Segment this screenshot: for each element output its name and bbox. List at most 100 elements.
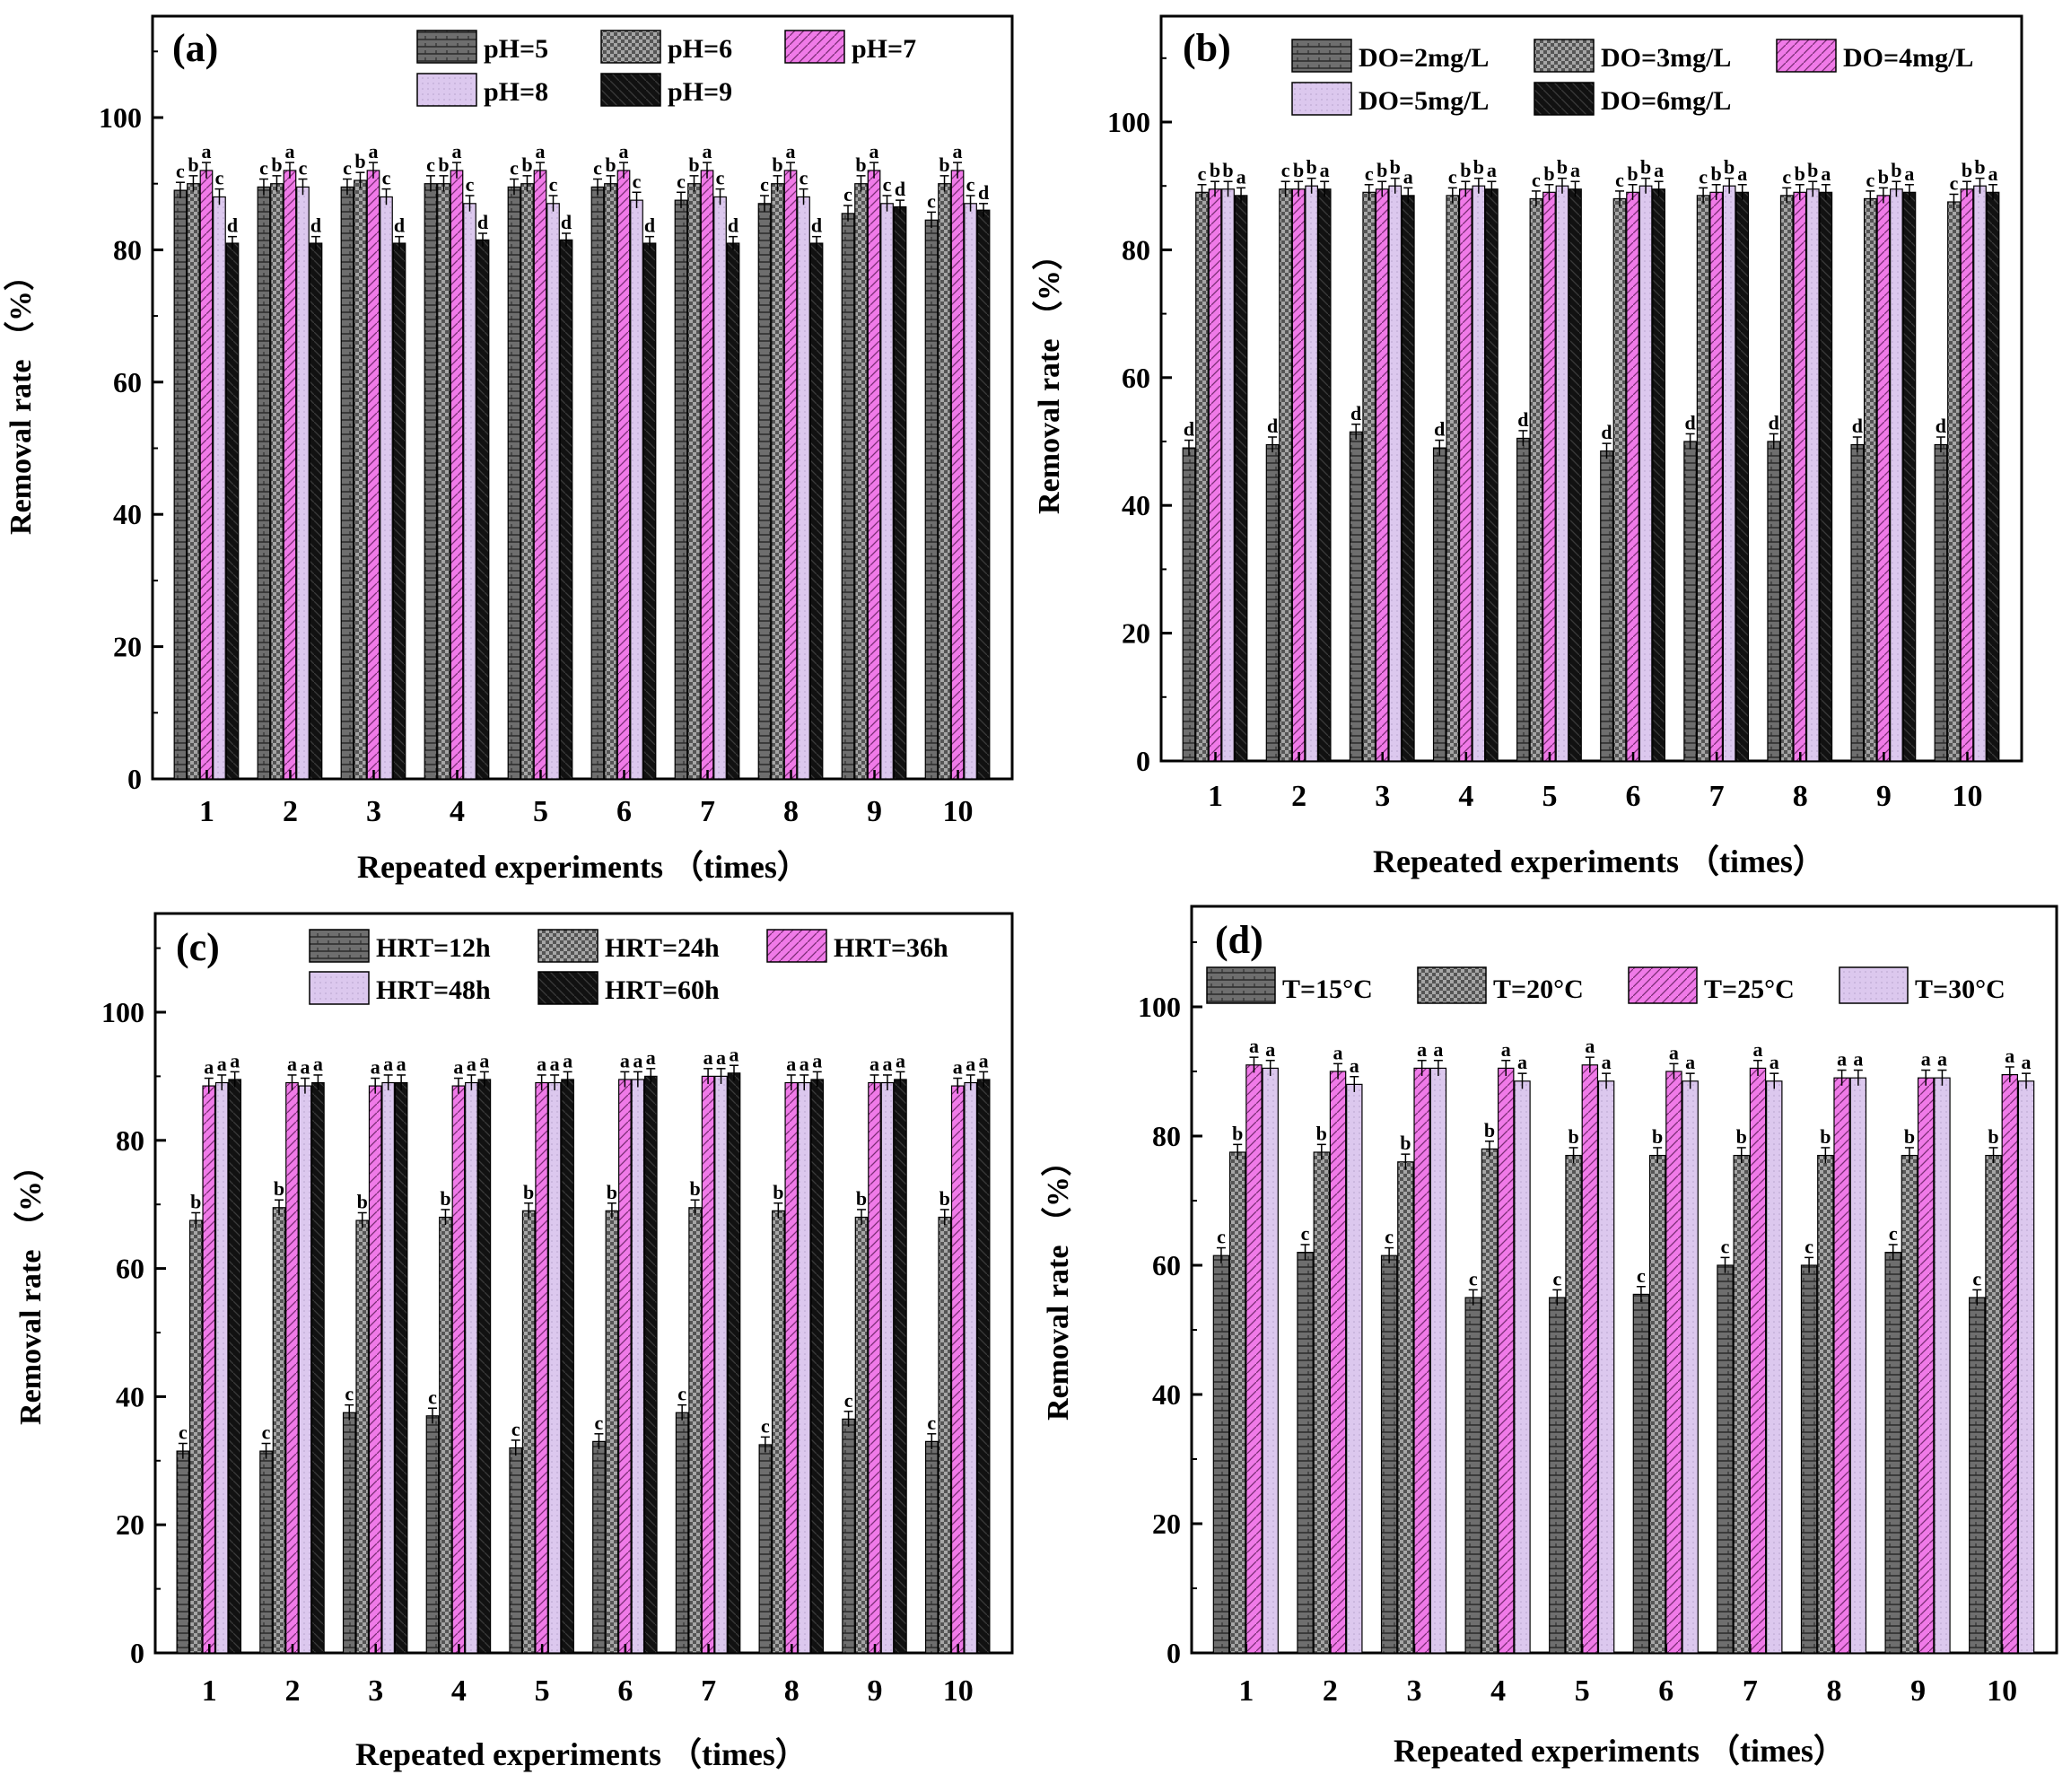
significance-label: d [561, 211, 572, 233]
significance-label: c [262, 1421, 271, 1444]
bar [202, 1085, 216, 1654]
x-axis-label: Repeated experiments （times） [355, 1736, 808, 1772]
bar [1849, 1077, 1867, 1654]
bar [880, 1081, 895, 1654]
legend-label: DO=2mg/L [1359, 43, 1489, 73]
significance-label: c [595, 1412, 604, 1434]
plot-frame [1190, 905, 2058, 1655]
legend-label: DO=3mg/L [1601, 43, 1731, 73]
bar [214, 1081, 229, 1654]
panel-label: (c) [176, 925, 220, 969]
y-tick-label: 100 [1138, 991, 1181, 1023]
significance-label: b [939, 153, 949, 176]
significance-label: c [966, 173, 975, 196]
significance-label: c [1469, 1267, 1478, 1289]
bar [675, 1412, 689, 1654]
y-tick-label: 20 [1122, 617, 1150, 650]
bar [1683, 441, 1697, 762]
significance-label: a [1249, 1035, 1259, 1057]
chart-panel-2: (b) 0 20 40 60 80 100 Removal rate （%） Repeated … [1031, 14, 2023, 879]
bar [700, 170, 714, 780]
legend-label: HRT=48h [376, 975, 491, 1005]
significance-label: d [1769, 411, 1779, 433]
significance-label: c [1782, 165, 1791, 188]
significance-label: c [633, 170, 642, 192]
significance-label: d [477, 211, 488, 233]
bar [1973, 185, 1987, 762]
bar [1380, 1254, 1398, 1654]
bar [342, 1412, 356, 1654]
significance-label: a [966, 1053, 975, 1075]
bar [1638, 185, 1653, 762]
bar [1446, 195, 1460, 762]
significance-label: a [703, 140, 712, 162]
significance-label: d [394, 214, 405, 237]
significance-label: a [1487, 159, 1497, 181]
significance-label: b [521, 153, 532, 176]
significance-label: b [1736, 1125, 1747, 1148]
legend: T=15°C T=20°C T=25°C T=30°C [1206, 966, 2005, 1004]
bar [425, 1415, 440, 1654]
legend-swatch [537, 929, 599, 963]
bar [1208, 188, 1222, 762]
bar [616, 170, 631, 780]
bar [1291, 188, 1306, 762]
legend-label: DO=4mg/L [1843, 43, 1973, 73]
significance-label: a [1350, 1054, 1359, 1077]
bar [424, 183, 438, 780]
significance-label: b [1962, 159, 1972, 181]
significance-label: d [644, 214, 655, 237]
bar [1902, 191, 1917, 762]
significance-label: a [201, 140, 211, 162]
significance-label: a [1501, 1038, 1511, 1061]
bar [1648, 1154, 1666, 1654]
bar [259, 1450, 273, 1654]
significance-label: b [271, 153, 282, 176]
x-tick-label: 9 [1910, 1674, 1926, 1708]
x-tick-label: 9 [867, 795, 882, 828]
bar [1485, 188, 1499, 762]
bar [394, 1081, 408, 1654]
bar [1652, 188, 1665, 762]
significance-label: a [217, 1053, 227, 1075]
significance-label: d [1267, 415, 1278, 437]
bar [726, 242, 740, 780]
x-tick-label: 3 [366, 795, 381, 828]
bar [1947, 201, 1961, 762]
significance-label: b [1232, 1122, 1243, 1144]
significance-label: c [426, 153, 435, 176]
bar [507, 186, 521, 780]
x-tick-label: 7 [701, 1674, 716, 1708]
significance-label: a [812, 1049, 822, 1071]
significance-label: c [1721, 1235, 1730, 1257]
bar [2001, 1073, 2019, 1654]
bar [1329, 1071, 1347, 1654]
bar [1346, 1083, 1363, 1654]
legend-swatch [416, 30, 477, 64]
bar [618, 1079, 632, 1654]
bar [1876, 195, 1891, 762]
bar [285, 1081, 299, 1654]
significance-label: b [1400, 1132, 1411, 1154]
bar [868, 1081, 881, 1654]
significance-label: b [1974, 156, 1985, 179]
bar [547, 1081, 562, 1654]
significance-label: a [1921, 1048, 1931, 1071]
x-tick-label: 1 [1208, 780, 1223, 813]
significance-label: a [453, 1056, 463, 1079]
bar [1960, 188, 1974, 762]
significance-label: a [1753, 1038, 1763, 1061]
significance-label: a [1654, 159, 1664, 181]
panel-label: (d) [1215, 918, 1263, 962]
bar [296, 186, 310, 780]
bar [1228, 1151, 1246, 1654]
bar [465, 1081, 478, 1654]
significance-label: a [716, 1046, 726, 1069]
bar [559, 239, 573, 780]
significance-label: b [1878, 165, 1889, 188]
x-tick-label: 8 [1826, 1674, 1841, 1708]
significance-label: a [204, 1056, 214, 1079]
bar [1850, 443, 1865, 762]
legend-label: pH=5 [484, 34, 548, 64]
